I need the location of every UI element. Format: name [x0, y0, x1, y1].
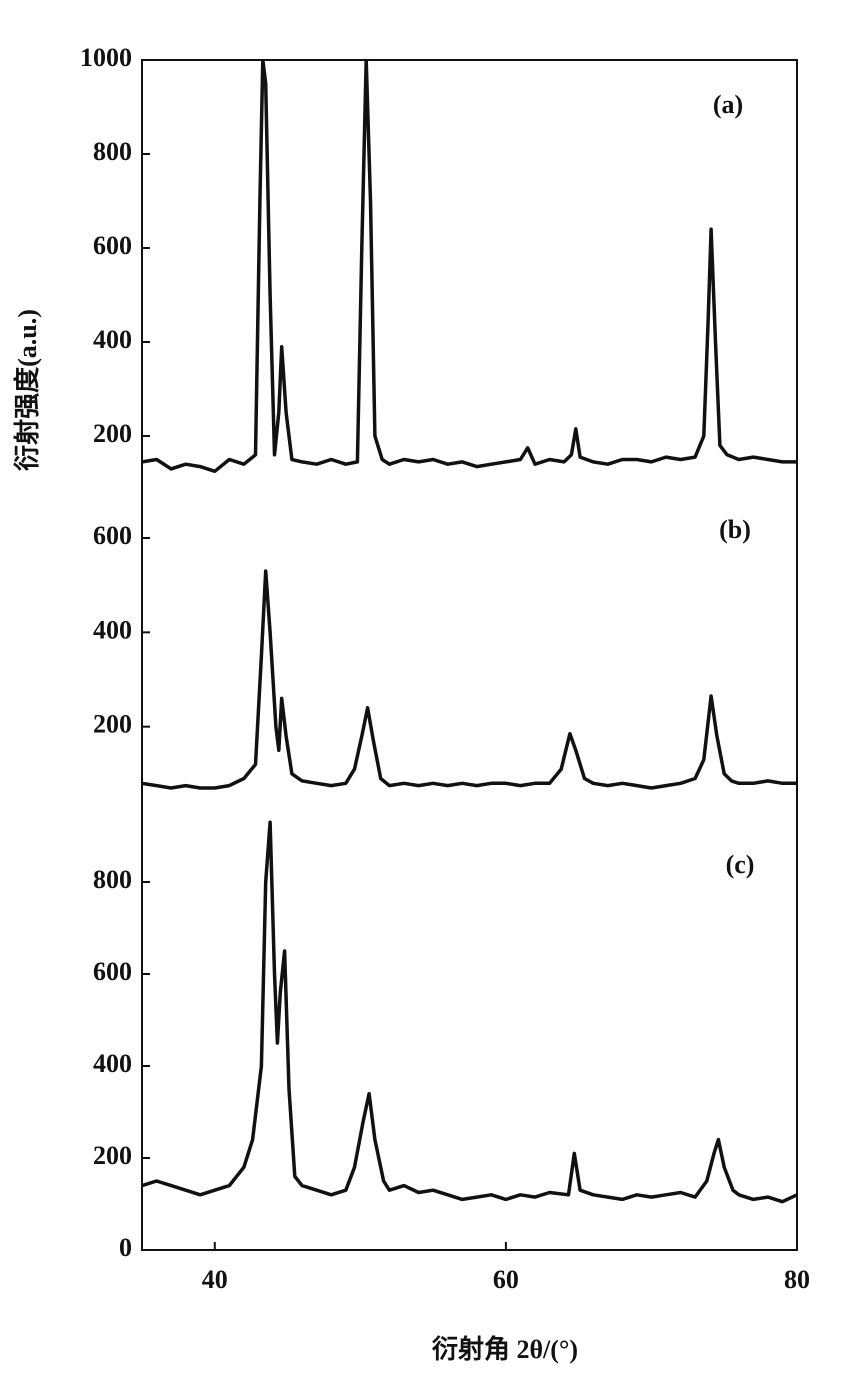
curves [142, 60, 797, 1204]
panel-label: (a) [713, 90, 743, 119]
y-tick-label: 400 [93, 615, 132, 644]
xrd-curve [142, 60, 797, 474]
y-tick-label: 0 [119, 1233, 132, 1262]
plot-frame [141, 59, 798, 1251]
x-tick-label: 60 [493, 1265, 519, 1294]
y-tick-label: 400 [93, 1049, 132, 1078]
x-tick-label: 80 [784, 1265, 810, 1294]
y-tick-label: 600 [93, 231, 132, 260]
y-axis-label: 衍射强度(a.u.) [12, 309, 42, 471]
y-tick-label: 600 [93, 521, 132, 550]
xrd-curve [142, 569, 797, 790]
xrd-curve [142, 820, 797, 1204]
y-tick-label: 200 [93, 419, 132, 448]
x-tick-label: 40 [202, 1265, 228, 1294]
y-tick-label: 1000 [80, 43, 132, 72]
y-tick-label: 600 [93, 957, 132, 986]
panel-label: (b) [719, 515, 751, 544]
y-tick-label: 200 [93, 1141, 132, 1170]
x-axis-label: 衍射角 2θ/(°) [432, 1334, 578, 1364]
y-tick-label: 200 [93, 710, 132, 739]
y-tick-label: 800 [93, 865, 132, 894]
y-tick-label: 800 [93, 137, 132, 166]
panel-label: (c) [726, 850, 755, 879]
y-tick-label: 400 [93, 325, 132, 354]
